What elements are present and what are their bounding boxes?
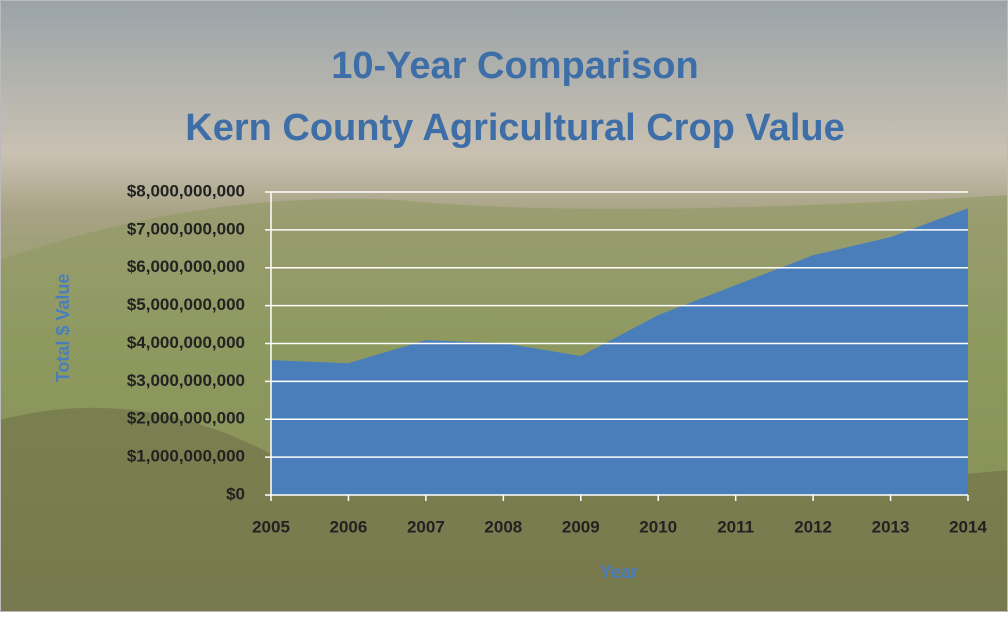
x-tick-label: 2007: [407, 517, 445, 536]
x-tick-label: 2006: [330, 517, 368, 536]
foreground: [0, 407, 1008, 612]
y-tick-label: $7,000,000,000: [127, 219, 245, 238]
x-tick-label: 2011: [717, 517, 754, 536]
area: [271, 208, 968, 495]
y-tick-label: $8,000,000,000: [127, 181, 245, 200]
chart-title: 10-Year Comparison: [331, 45, 698, 87]
x-tick-label: 2012: [794, 517, 832, 536]
y-tick-label: $0: [226, 484, 245, 503]
x-tick-label: 2008: [484, 517, 522, 536]
x-tick-label: 2005: [252, 517, 290, 536]
y-tick-label: $3,000,000,000: [127, 371, 245, 390]
y-tick-label: $1,000,000,000: [127, 447, 245, 466]
y-tick-label: $2,000,000,000: [127, 409, 245, 428]
x-axis-label: Year: [600, 562, 638, 582]
y-tick-label: $4,000,000,000: [127, 333, 245, 352]
y-tick-label: $5,000,000,000: [127, 295, 245, 314]
x-tick-label: 2009: [562, 517, 600, 536]
y-tick-label: $6,000,000,000: [127, 257, 245, 276]
chart-title: Kern County Agricultural Crop Value: [185, 107, 844, 149]
x-tick-label: 2010: [639, 517, 677, 536]
x-tick-label: 2014: [949, 517, 987, 536]
x-tick-label: 2013: [872, 517, 910, 536]
y-axis-label: Total $ Value: [53, 274, 73, 383]
